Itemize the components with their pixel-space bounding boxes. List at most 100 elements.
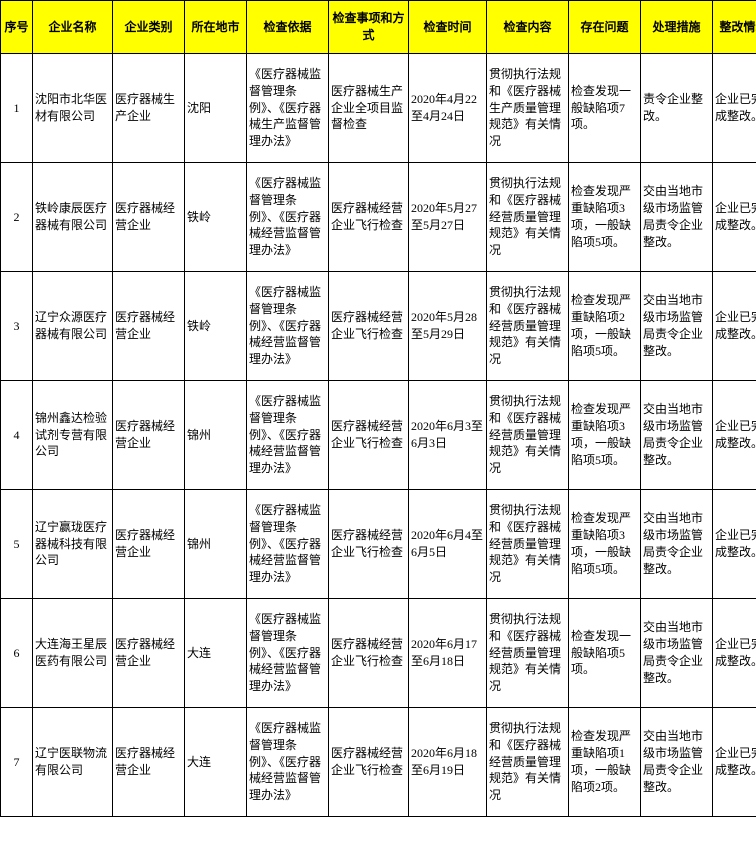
cell-method: 医疗器械生产企业全项目监督检查 xyxy=(329,54,409,163)
cell-name: 辽宁医联物流有限公司 xyxy=(33,708,113,817)
cell-content: 贯彻执行法规和《医疗器械经营质量管理规范》有关情况 xyxy=(487,163,569,272)
cell-city: 沈阳 xyxy=(185,54,247,163)
cell-content: 贯彻执行法规和《医疗器械经营质量管理规范》有关情况 xyxy=(487,381,569,490)
cell-action: 交由当地市级市场监管局责令企业整改。 xyxy=(641,163,713,272)
cell-content: 贯彻执行法规和《医疗器械经营质量管理规范》有关情况 xyxy=(487,599,569,708)
col-header-action: 处理措施 xyxy=(641,1,713,54)
cell-action: 交由当地市级市场监管局责令企业整改。 xyxy=(641,272,713,381)
cell-name: 辽宁赢珑医疗器械科技有限公司 xyxy=(33,490,113,599)
cell-basis: 《医疗器械监督管理条例》、《医疗器械经营监督管理办法》 xyxy=(247,381,329,490)
cell-time: 2020年5月27至5月27日 xyxy=(409,163,487,272)
cell-result: 企业已完成整改。 xyxy=(713,163,756,272)
cell-content: 贯彻执行法规和《医疗器械生产质量管理规范》有关情况 xyxy=(487,54,569,163)
cell-issue: 检查发现严重缺陷项3项，一般缺陷项5项。 xyxy=(569,381,641,490)
cell-time: 2020年6月4至6月5日 xyxy=(409,490,487,599)
table-row: 2铁岭康辰医疗器械有限公司医疗器械经营企业铁岭《医疗器械监督管理条例》、《医疗器… xyxy=(1,163,756,272)
cell-result: 企业已完成整改。 xyxy=(713,599,756,708)
cell-seq: 1 xyxy=(1,54,33,163)
col-header-method: 检查事项和方式 xyxy=(329,1,409,54)
cell-method: 医疗器械经营企业飞行检查 xyxy=(329,708,409,817)
cell-name: 辽宁众源医疗器械有限公司 xyxy=(33,272,113,381)
cell-time: 2020年6月18至6月19日 xyxy=(409,708,487,817)
col-header-time: 检查时间 xyxy=(409,1,487,54)
cell-seq: 4 xyxy=(1,381,33,490)
col-header-city: 所在地市 xyxy=(185,1,247,54)
cell-basis: 《医疗器械监督管理条例》、《医疗器械经营监督管理办法》 xyxy=(247,163,329,272)
cell-city: 锦州 xyxy=(185,490,247,599)
cell-issue: 检查发现严重缺陷项2项，一般缺陷项5项。 xyxy=(569,272,641,381)
cell-seq: 7 xyxy=(1,708,33,817)
cell-type: 医疗器械经营企业 xyxy=(113,163,185,272)
cell-seq: 5 xyxy=(1,490,33,599)
inspection-table-container: 序号企业名称企业类别所在地市检查依据检查事项和方式检查时间检查内容存在问题处理措… xyxy=(0,0,756,817)
cell-basis: 《医疗器械监督管理条例》、《医疗器械经营监督管理办法》 xyxy=(247,272,329,381)
cell-method: 医疗器械经营企业飞行检查 xyxy=(329,381,409,490)
cell-issue: 检查发现严重缺陷项3项，一般缺陷项5项。 xyxy=(569,163,641,272)
cell-time: 2020年4月22至4月24日 xyxy=(409,54,487,163)
table-row: 6大连海王星辰医药有限公司医疗器械经营企业大连《医疗器械监督管理条例》、《医疗器… xyxy=(1,599,756,708)
cell-action: 交由当地市级市场监管局责令企业整改。 xyxy=(641,599,713,708)
cell-seq: 6 xyxy=(1,599,33,708)
cell-basis: 《医疗器械监督管理条例》、《医疗器械经营监督管理办法》 xyxy=(247,599,329,708)
cell-city: 铁岭 xyxy=(185,163,247,272)
cell-city: 大连 xyxy=(185,708,247,817)
cell-content: 贯彻执行法规和《医疗器械经营质量管理规范》有关情况 xyxy=(487,490,569,599)
table-row: 3辽宁众源医疗器械有限公司医疗器械经营企业铁岭《医疗器械监督管理条例》、《医疗器… xyxy=(1,272,756,381)
cell-issue: 检查发现严重缺陷项1项，一般缺陷项2项。 xyxy=(569,708,641,817)
cell-method: 医疗器械经营企业飞行检查 xyxy=(329,163,409,272)
cell-city: 铁岭 xyxy=(185,272,247,381)
cell-basis: 《医疗器械监督管理条例》、《医疗器械经营监督管理办法》 xyxy=(247,708,329,817)
cell-type: 医疗器械经营企业 xyxy=(113,490,185,599)
cell-name: 铁岭康辰医疗器械有限公司 xyxy=(33,163,113,272)
cell-time: 2020年6月17至6月18日 xyxy=(409,599,487,708)
col-header-type: 企业类别 xyxy=(113,1,185,54)
cell-action: 交由当地市级市场监管局责令企业整改。 xyxy=(641,381,713,490)
cell-issue: 检查发现一般缺陷项5项。 xyxy=(569,599,641,708)
cell-name: 大连海王星辰医药有限公司 xyxy=(33,599,113,708)
cell-city: 大连 xyxy=(185,599,247,708)
col-header-issue: 存在问题 xyxy=(569,1,641,54)
cell-action: 责令企业整改。 xyxy=(641,54,713,163)
inspection-table: 序号企业名称企业类别所在地市检查依据检查事项和方式检查时间检查内容存在问题处理措… xyxy=(0,0,756,817)
cell-method: 医疗器械经营企业飞行检查 xyxy=(329,272,409,381)
table-row: 7辽宁医联物流有限公司医疗器械经营企业大连《医疗器械监督管理条例》、《医疗器械经… xyxy=(1,708,756,817)
cell-method: 医疗器械经营企业飞行检查 xyxy=(329,599,409,708)
cell-name: 沈阳市北华医材有限公司 xyxy=(33,54,113,163)
cell-basis: 《医疗器械监督管理条例》、《医疗器械生产监督管理办法》 xyxy=(247,54,329,163)
cell-issue: 检查发现严重缺陷项3项，一般缺陷项5项。 xyxy=(569,490,641,599)
table-body: 1沈阳市北华医材有限公司医疗器械生产企业沈阳《医疗器械监督管理条例》、《医疗器械… xyxy=(1,54,756,817)
cell-content: 贯彻执行法规和《医疗器械经营质量管理规范》有关情况 xyxy=(487,272,569,381)
cell-seq: 3 xyxy=(1,272,33,381)
col-header-seq: 序号 xyxy=(1,1,33,54)
table-header: 序号企业名称企业类别所在地市检查依据检查事项和方式检查时间检查内容存在问题处理措… xyxy=(1,1,756,54)
cell-result: 企业已完成整改。 xyxy=(713,708,756,817)
cell-action: 交由当地市级市场监管局责令企业整改。 xyxy=(641,708,713,817)
cell-basis: 《医疗器械监督管理条例》、《医疗器械经营监督管理办法》 xyxy=(247,490,329,599)
cell-result: 企业已完成整改。 xyxy=(713,54,756,163)
cell-result: 企业已完成整改。 xyxy=(713,490,756,599)
cell-name: 锦州鑫达检验试剂专营有限公司 xyxy=(33,381,113,490)
cell-type: 医疗器械经营企业 xyxy=(113,272,185,381)
col-header-name: 企业名称 xyxy=(33,1,113,54)
cell-time: 2020年6月3至6月3日 xyxy=(409,381,487,490)
cell-type: 医疗器械经营企业 xyxy=(113,599,185,708)
cell-type: 医疗器械经营企业 xyxy=(113,708,185,817)
header-row: 序号企业名称企业类别所在地市检查依据检查事项和方式检查时间检查内容存在问题处理措… xyxy=(1,1,756,54)
cell-method: 医疗器械经营企业飞行检查 xyxy=(329,490,409,599)
cell-result: 企业已完成整改。 xyxy=(713,381,756,490)
cell-action: 交由当地市级市场监管局责令企业整改。 xyxy=(641,490,713,599)
cell-result: 企业已完成整改。 xyxy=(713,272,756,381)
cell-time: 2020年5月28至5月29日 xyxy=(409,272,487,381)
cell-content: 贯彻执行法规和《医疗器械经营质量管理规范》有关情况 xyxy=(487,708,569,817)
col-header-result: 整改情况 xyxy=(713,1,756,54)
cell-type: 医疗器械生产企业 xyxy=(113,54,185,163)
col-header-content: 检查内容 xyxy=(487,1,569,54)
cell-issue: 检查发现一般缺陷项7项。 xyxy=(569,54,641,163)
table-row: 1沈阳市北华医材有限公司医疗器械生产企业沈阳《医疗器械监督管理条例》、《医疗器械… xyxy=(1,54,756,163)
table-row: 5辽宁赢珑医疗器械科技有限公司医疗器械经营企业锦州《医疗器械监督管理条例》、《医… xyxy=(1,490,756,599)
table-row: 4锦州鑫达检验试剂专营有限公司医疗器械经营企业锦州《医疗器械监督管理条例》、《医… xyxy=(1,381,756,490)
cell-city: 锦州 xyxy=(185,381,247,490)
cell-seq: 2 xyxy=(1,163,33,272)
cell-type: 医疗器械经营企业 xyxy=(113,381,185,490)
col-header-basis: 检查依据 xyxy=(247,1,329,54)
